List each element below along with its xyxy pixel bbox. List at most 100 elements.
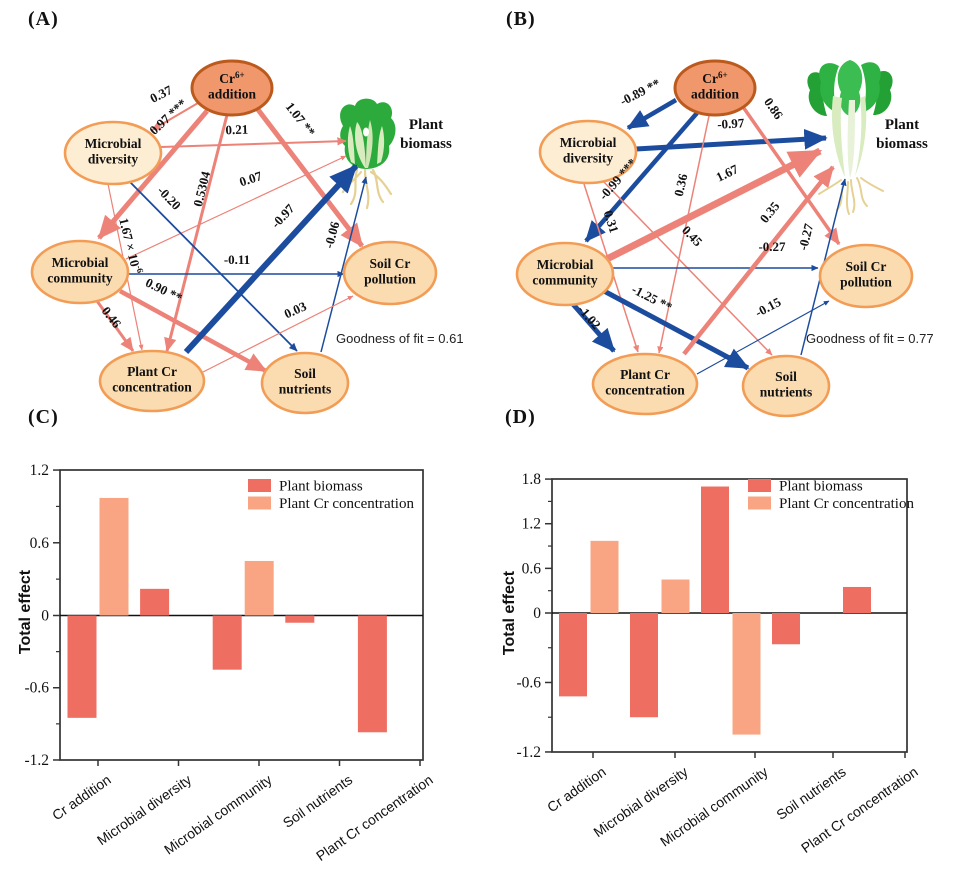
path-arrow-crAdd-soilCrPol — [254, 105, 364, 248]
path-arrow-crAdd-plantCr — [164, 114, 229, 352]
node-crAdd — [673, 59, 757, 117]
legend-swatch-plant-biomass — [748, 479, 771, 492]
path-arrow-plantCr-plantBio — [183, 163, 359, 355]
x-category-label-cr-addition: Cr addition — [544, 763, 609, 815]
path-arrow-micDiv-soilNut — [128, 180, 298, 352]
legend-label-plant-cr-concentration: Plant Cr concentration — [779, 496, 914, 512]
node-label-soilNut: Soil — [294, 366, 316, 381]
edges-layer — [95, 102, 368, 373]
path-arrow-crAdd-micDiv — [151, 102, 199, 131]
y-axis-title: Total effect — [501, 570, 518, 655]
path-coefficient-micDiv-soilNut: -0.20 — [154, 183, 184, 213]
nodes-layer: Cr6+additionMicrobialdiversityMicrobialc… — [30, 59, 438, 415]
node-soilCrPol — [342, 240, 438, 306]
node-label-plantCr: concentration — [605, 383, 685, 398]
path-arrow-micCom-soilNut — [602, 288, 750, 371]
path-arrow-plantCr-plantBio — [682, 165, 835, 356]
path-coefficient-micCom-plantCr: -1.02 — [575, 302, 604, 332]
y-tick-label: -1.2 — [24, 752, 49, 769]
node-micDiv — [538, 119, 638, 185]
node-plantCr — [591, 352, 699, 416]
bar-plant-cr-concentration-microbial-community — [244, 560, 274, 616]
path-arrow-micCom-plantBio — [125, 155, 347, 260]
edges-layer — [570, 98, 847, 375]
y-tick-label: 1.2 — [522, 516, 541, 533]
path-coefficient-micCom-soilNut: 0.90 ** — [143, 275, 185, 306]
bok-choy-plant-image — [807, 60, 893, 215]
path-coefficient-micDiv-plantCr: 0.31 — [601, 208, 622, 234]
node-label-micDiv: diversity — [563, 151, 613, 166]
bar-plant-biomass-microbial-community — [212, 615, 242, 670]
napa-cabbage-plant-image — [340, 98, 396, 210]
path-coefficient-soilNut-plantBio: -0.06 — [321, 219, 343, 250]
path-coefficient-micCom-soilCrPol: -0.11 — [224, 252, 250, 267]
x-category-label-plant-cr-concentration: Plant Cr concentration — [798, 763, 921, 856]
y-tick-label: 1.2 — [30, 462, 49, 479]
edge-labels-layer: 0.370.97 *** 0.21 1.07 **0.5304 0.07-0.201.… — [99, 82, 343, 331]
path-coefficient-crAdd-soilCrPol: 1.07 ** — [283, 99, 319, 139]
node-label-micDiv: Microbial — [560, 135, 617, 150]
nodes-layer: Cr6+additionMicrobialdiversityMicrobialc… — [515, 59, 914, 418]
node-label-plantCr: Plant Cr — [620, 367, 670, 382]
node-label-micCom: community — [532, 273, 597, 288]
path-coefficient-plantCr-soilCrPol: -0.15 — [752, 294, 783, 320]
plant-biomass-caption-a: Plant biomass — [400, 117, 452, 152]
path-coefficient-micDiv-plantBio: -0.97 — [717, 115, 745, 131]
bar-plant-biomass-cr-addition — [559, 613, 587, 697]
node-label-micDiv: Microbial — [85, 136, 142, 151]
bar-plant-cr-concentration-microbial-community — [732, 613, 761, 735]
panel-label-d: (D) — [505, 406, 536, 428]
panel-b-path-diagram: Cr6+additionMicrobialdiversityMicrobialc… — [515, 59, 914, 418]
node-label-soilCrPol: pollution — [364, 272, 416, 287]
x-category-label-cr-addition: Cr addition — [49, 771, 114, 823]
y-tick-label: -0.6 — [516, 674, 541, 691]
plant-biomass-caption-b: Plant biomass — [876, 117, 928, 152]
path-arrow-crAdd-plantCr — [657, 115, 710, 354]
node-micCom — [515, 241, 615, 307]
goodness-of-fit-b: Goodness of fit = 0.77 — [806, 331, 934, 346]
legend-swatch-plant-cr-concentration — [248, 496, 271, 510]
node-plantCr — [98, 349, 206, 413]
y-tick-label: 0 — [533, 605, 541, 622]
path-coefficient-crAdd-micDiv: -0.89 ** — [617, 75, 662, 108]
panel-label-c: (C) — [28, 406, 59, 428]
node-label-soilNut: nutrients — [279, 382, 332, 397]
y-tick-label: 1.8 — [522, 471, 542, 488]
bar-plant-biomass-plant-cr-concentration — [843, 586, 871, 613]
node-soilCrPol — [818, 243, 914, 309]
panel-label-a: (A) — [28, 8, 59, 30]
path-coefficient-micCom-soilCrPol: -0.27 — [758, 239, 786, 254]
node-soilNut — [260, 351, 350, 415]
path-arrow-crAdd-micCom — [97, 109, 209, 240]
node-micCom — [30, 239, 130, 305]
y-tick-label: -0.6 — [24, 680, 49, 697]
y-tick-label: 0 — [41, 608, 49, 625]
path-coefficient-plantCr-soilCrPol: 0.03 — [282, 298, 309, 321]
path-arrow-plantCr-soilCrPol — [202, 295, 354, 373]
x-category-label-soil-nutrients: Soil nutrients — [280, 771, 355, 831]
path-coefficient-micDiv-soilNut: 0.45 — [679, 222, 706, 249]
node-label-plantCr: Plant Cr — [127, 364, 177, 379]
path-arrow-micDiv-plantBio — [635, 128, 828, 152]
path-coefficient-crAdd-plantCr: 0.36 — [671, 172, 691, 198]
goodness-of-fit-a: Goodness of fit = 0.61 — [336, 331, 464, 346]
node-label-soilCrPol: Soil Cr — [846, 259, 887, 274]
node-label-crAdd: addition — [691, 87, 740, 102]
bar-plant-biomass-soil-nutrients — [285, 615, 315, 623]
node-soilNut — [741, 354, 831, 418]
node-label-crAdd: Cr6+ — [219, 70, 244, 86]
node-micDiv — [63, 120, 163, 186]
node-label-crAdd: addition — [208, 87, 257, 102]
panel-label-b: (B) — [506, 8, 536, 30]
path-arrow-soilNut-plantBio — [320, 176, 368, 353]
path-arrow-crAdd-micCom — [584, 111, 699, 243]
path-arrow-micCom-plantCr — [570, 301, 616, 353]
path-coefficient-crAdd-soilCrPol: 0.86 — [761, 95, 787, 123]
node-label-micCom: Microbial — [537, 257, 594, 272]
path-arrow-crAdd-micDiv — [626, 98, 678, 130]
node-crAdd — [190, 59, 274, 117]
plot-frame — [551, 478, 908, 753]
